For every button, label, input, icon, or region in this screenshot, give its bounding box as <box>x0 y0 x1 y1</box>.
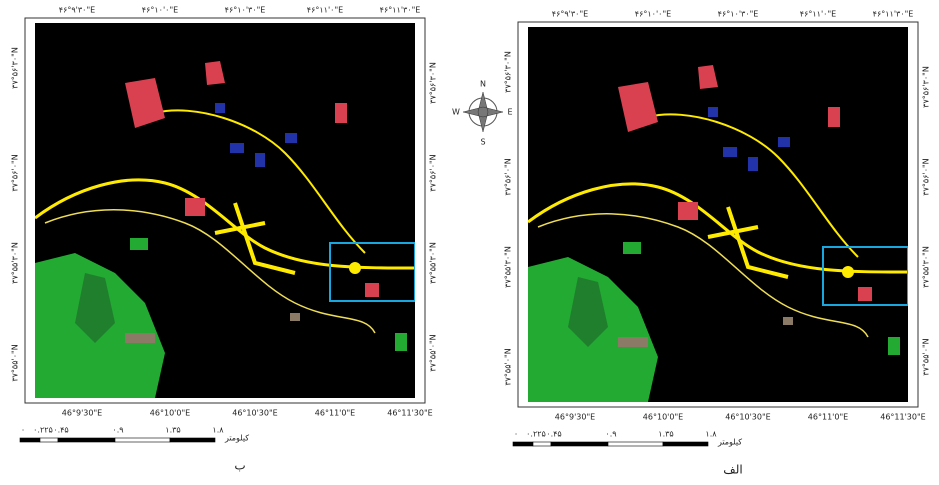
bottom-coordinate: 46°11'0"E <box>808 413 848 422</box>
right-coordinate: ۳۷°۵۶'۳۰"N <box>429 62 438 104</box>
scale-segment <box>170 438 215 442</box>
right-coordinate: ۳۷°۵۵'۳۰"N <box>922 246 931 288</box>
right-coordinate: ۳۷°۵۵'۰"N <box>429 334 438 371</box>
panel-caption: ب <box>234 459 245 473</box>
top-coordinate: ۴۶°۱۰'۰"E <box>635 10 671 19</box>
top-coordinate: ۴۶°۱۰'۰"E <box>142 6 178 15</box>
right-coordinate: ۳۷°۵۶'۳۰"N <box>922 66 931 108</box>
scale-segment <box>115 438 170 442</box>
scale-tick: ۰.۴۵ <box>53 426 68 435</box>
compass-s: S <box>480 138 485 147</box>
compass-w: W <box>452 108 460 117</box>
scale-tick: ۱.۸ <box>705 430 717 439</box>
map-panel: ۴۶°۹'۳۰"E ۴۶°۱۰'۰"E ۴۶°۱۰'۳۰"E ۴۶°۱۱'۰"E ۴۶°… <box>11 6 438 473</box>
scale-segment <box>663 442 708 446</box>
right-coordinate: ۳۷°۵۶'۰"N <box>429 154 438 191</box>
bottom-coordinate: 46°9'30"E <box>555 413 595 422</box>
right-coordinate: ۳۷°۵۵'۳۰"N <box>429 242 438 284</box>
scale-tick: ۱.۳۵ <box>165 426 180 435</box>
panel-caption: الف <box>723 463 742 477</box>
right-coordinate: ۳۷°۵۵'۰"N <box>922 338 931 375</box>
left-coordinate: ۳۷°۵۶'۳۰"N <box>504 51 513 93</box>
top-coordinate: ۴۶°۱۱'۰"E <box>800 10 836 19</box>
top-coordinate: ۴۶°۹'۳۰"E <box>59 6 95 15</box>
bottom-coordinate: 46°9'30"E <box>62 409 102 418</box>
scale-segment <box>533 442 551 446</box>
scale-unit: کیلومتر <box>717 438 742 447</box>
top-coordinate: ۴۶°۱۱'۳۰"E <box>873 10 914 19</box>
bottom-coordinate: 46°10'0"E <box>150 409 190 418</box>
scale-tick: ۰.۹ <box>605 430 616 439</box>
scale-tick: ۱.۸ <box>212 426 224 435</box>
scale-segment <box>608 442 663 446</box>
bottom-coordinate: 46°10'0"E <box>643 413 683 422</box>
top-coordinate: ۴۶°۱۰'۳۰"E <box>225 6 266 15</box>
scale-segment <box>58 438 115 442</box>
compass-e: E <box>507 108 512 117</box>
scale-tick: ۰.۴۵ <box>546 430 561 439</box>
left-coordinate: ۳۷°۵۶'۰"N <box>504 158 513 195</box>
top-coordinate: ۴۶°۹'۳۰"E <box>552 10 588 19</box>
compass-n: N <box>480 80 486 89</box>
bottom-coordinate: 46°11'30"E <box>387 409 432 418</box>
scale-tick: ۰.۲۲۵ <box>33 426 53 435</box>
scale-tick: ۰.۹ <box>112 426 123 435</box>
scale-segment <box>20 438 40 442</box>
scale-tick: ۱.۳۵ <box>658 430 673 439</box>
scale-tick: ۰ <box>21 426 25 435</box>
top-coordinate: ۴۶°۱۱'۳۰"E <box>380 6 421 15</box>
map-panel: ۴۶°۹'۳۰"E ۴۶°۱۰'۰"E ۴۶°۱۰'۳۰"E ۴۶°۱۱'۰"E ۴۶°… <box>504 10 931 477</box>
left-coordinate: ۳۷°۵۵'۰"N <box>11 344 20 381</box>
left-coordinate: ۳۷°۵۶'۳۰"N <box>11 47 20 89</box>
bottom-coordinate: 46°10'30"E <box>232 409 277 418</box>
right-coordinate: ۳۷°۵۶'۰"N <box>922 158 931 195</box>
left-coordinate: ۳۷°۵۶'۰"N <box>11 154 20 191</box>
scale-segment <box>513 442 533 446</box>
scale-tick: ۰ <box>514 430 518 439</box>
scale-segment <box>40 438 58 442</box>
left-coordinate: ۳۷°۵۵'۳۰"N <box>11 242 20 284</box>
scale-segment <box>551 442 608 446</box>
bottom-coordinate: 46°10'30"E <box>725 413 770 422</box>
figure: N S E W ۴۶°۹'۳۰"E ۴۶°۱۰'۰"E ۴۶°۱۰'۳۰"E ۴۶°۱… <box>0 0 939 481</box>
scale-tick: ۰.۲۲۵ <box>526 430 546 439</box>
top-coordinate: ۴۶°۱۱'۰"E <box>307 6 343 15</box>
map-image <box>528 27 908 402</box>
left-coordinate: ۳۷°۵۵'۰"N <box>504 348 513 385</box>
top-coordinate: ۴۶°۱۰'۳۰"E <box>718 10 759 19</box>
bottom-coordinate: 46°11'30"E <box>880 413 925 422</box>
scale-unit: کیلومتر <box>224 434 249 443</box>
left-coordinate: ۳۷°۵۵'۳۰"N <box>504 246 513 288</box>
bottom-coordinate: 46°11'0"E <box>315 409 355 418</box>
map-image <box>35 23 415 398</box>
